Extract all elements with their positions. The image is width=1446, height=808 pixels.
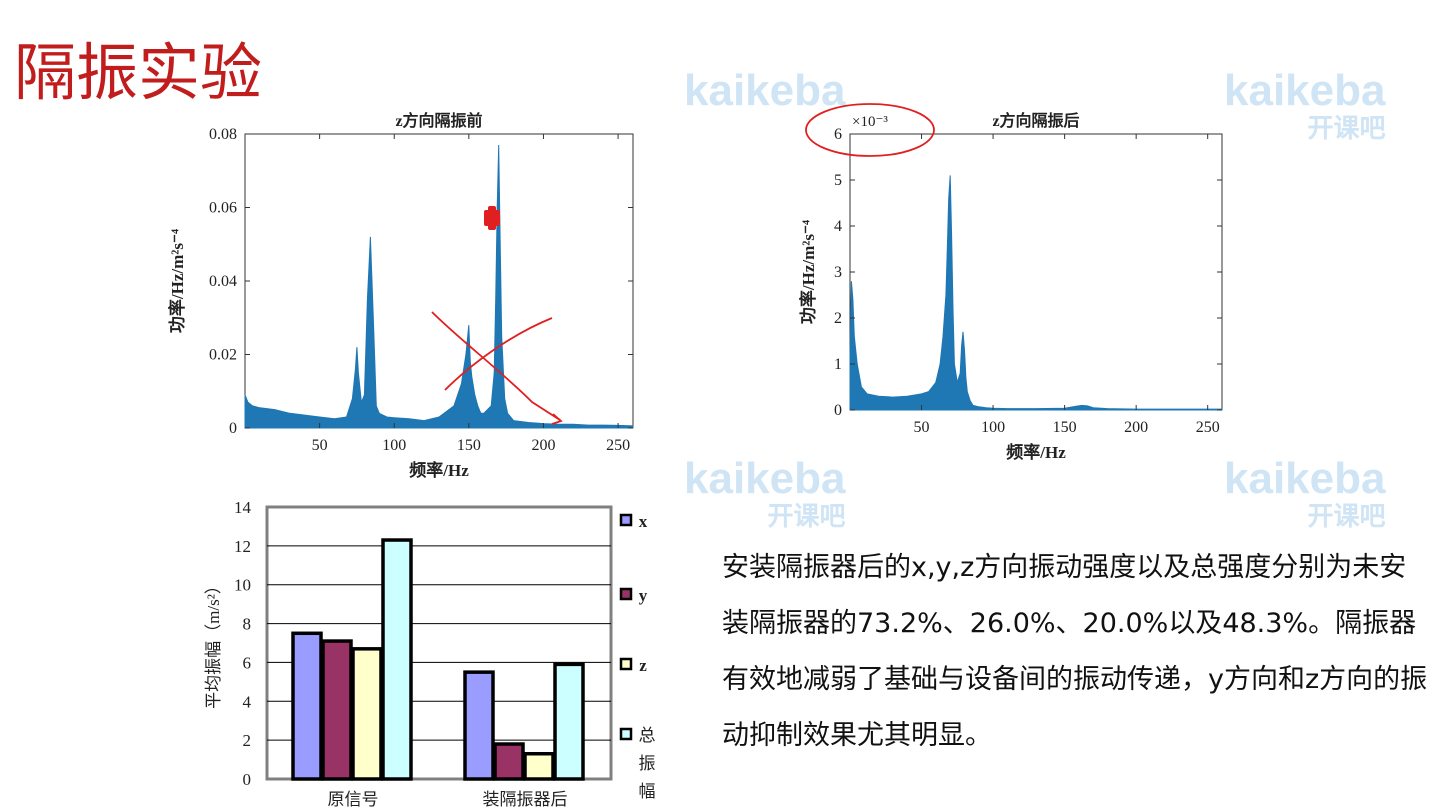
y-axis-label: 功率/Hz/m²s⁻⁴ <box>167 229 187 333</box>
legend-label: x <box>639 512 648 531</box>
x-tick-label: 100 <box>382 437 406 454</box>
y-tick-label: 0.04 <box>209 273 237 290</box>
plot-frame <box>849 133 1223 411</box>
y-tick-label: 5 <box>834 172 842 189</box>
legend-swatch <box>619 587 633 601</box>
annotation-marker <box>488 206 496 230</box>
legend-label: 幅 <box>639 782 656 801</box>
legend-label: z <box>639 656 647 675</box>
y-tick-label: 4 <box>834 218 842 235</box>
x-tick-label: 50 <box>914 419 930 436</box>
watermark-logo: kaikeba <box>684 66 845 116</box>
legend-swatch <box>619 513 633 527</box>
chart-z-after: z方向隔振后 50 100 150 200 250 0 1 2 3 4 5 6 频率/Hz 功率/Hz/m²… <box>798 103 1223 462</box>
legend-label: 总 <box>639 726 656 745</box>
description-text: 安装隔振器后的x,y,z方向振动强度以及总强度分别为未安装隔振器的73.2%、2… <box>722 552 1428 751</box>
y-tick-label: 0 <box>229 420 237 437</box>
bar <box>553 662 585 781</box>
y-tick-label: 0 <box>243 770 252 789</box>
y-tick-label: 6 <box>834 126 842 143</box>
y-tick-label: 2 <box>834 310 842 327</box>
bar <box>351 647 383 781</box>
y-tick-label: 14 <box>234 498 252 517</box>
page-title: 隔振实验 <box>14 36 263 109</box>
chart-title: z方向隔振后 <box>992 111 1079 130</box>
x-tick-label: 原信号 <box>328 790 379 808</box>
watermark-brand: kaikeba <box>1224 66 1386 115</box>
x-tick-label: 250 <box>1196 419 1220 436</box>
watermark-cn: 开课吧 <box>1307 113 1386 143</box>
bar <box>493 742 525 781</box>
x-tick-label: 装隔振器后 <box>483 790 568 808</box>
x-tick-label: 50 <box>312 437 328 454</box>
legend-swatch <box>619 727 633 741</box>
bar <box>381 538 413 781</box>
y-axis-label: 平均振幅（m/s²） <box>204 577 223 709</box>
x-axis-label: 频率/Hz <box>1006 442 1066 462</box>
x-tick-label: 100 <box>981 419 1005 436</box>
watermark-cn: 开课吧 <box>1307 501 1386 531</box>
x-tick-label: 200 <box>1124 419 1148 436</box>
y-tick-label: 6 <box>243 653 252 672</box>
y-tick-label: 8 <box>243 615 252 634</box>
x-tick-label: 250 <box>606 437 630 454</box>
bar <box>463 670 495 781</box>
legend-label: 振 <box>639 754 656 773</box>
legend-label: y <box>639 586 648 605</box>
chart-z-before: z方向隔振前 50 100 150 200 250 0 0.02 0.04 0.06 0.08 频率/… <box>167 111 634 480</box>
y-tick-label: 10 <box>234 576 251 595</box>
y-tick-label: 2 <box>243 731 252 750</box>
x-axis-label: 频率/Hz <box>409 460 469 480</box>
y-scale-label: ×10⁻³ <box>852 114 888 130</box>
bar <box>321 639 353 781</box>
annotation-circle <box>805 103 935 157</box>
plot-frame <box>244 133 634 429</box>
watermark-logo: kaikeba 开课吧 <box>1224 454 1385 533</box>
watermark-logo: kaikeba 开课吧 <box>684 454 845 533</box>
x-tick-label: 150 <box>1053 419 1077 436</box>
y-tick-label: 12 <box>234 537 251 556</box>
x-tick-label: 200 <box>531 437 555 454</box>
bar <box>523 751 555 781</box>
watermark-logo: kaikeba 开课吧 <box>1224 66 1385 145</box>
series-area <box>244 144 634 429</box>
y-tick-label: 0.08 <box>209 126 237 143</box>
y-tick-label: 0.06 <box>209 200 237 217</box>
watermark-cn: 开课吧 <box>767 501 846 531</box>
y-tick-label: 1 <box>834 356 842 373</box>
y-tick-label: 0.02 <box>209 347 237 364</box>
bar <box>291 631 323 781</box>
chart-title: z方向隔振前 <box>395 111 482 130</box>
chart-amplitude-bars: 0 2 4 6 8 10 12 14 原信号 装隔振器后 平均振幅（m/s²） x y z 总振幅 <box>204 498 656 808</box>
y-axis-label: 功率/Hz/m²s⁻⁴ <box>798 220 818 324</box>
series-area <box>849 175 1223 411</box>
y-tick-label: 3 <box>834 264 842 281</box>
watermark-brand: kaikeba <box>684 66 846 115</box>
legend-swatch <box>619 657 633 671</box>
y-tick-label: 4 <box>243 692 252 711</box>
annotation-cross-stroke <box>431 311 561 421</box>
x-tick-label: 150 <box>457 437 481 454</box>
watermark-brand: kaikeba <box>1224 454 1386 503</box>
annotation-cross-stroke <box>444 317 553 391</box>
annotation-arrowhead <box>551 413 563 425</box>
y-tick-label: 0 <box>834 402 842 419</box>
watermark-brand: kaikeba <box>684 454 846 503</box>
